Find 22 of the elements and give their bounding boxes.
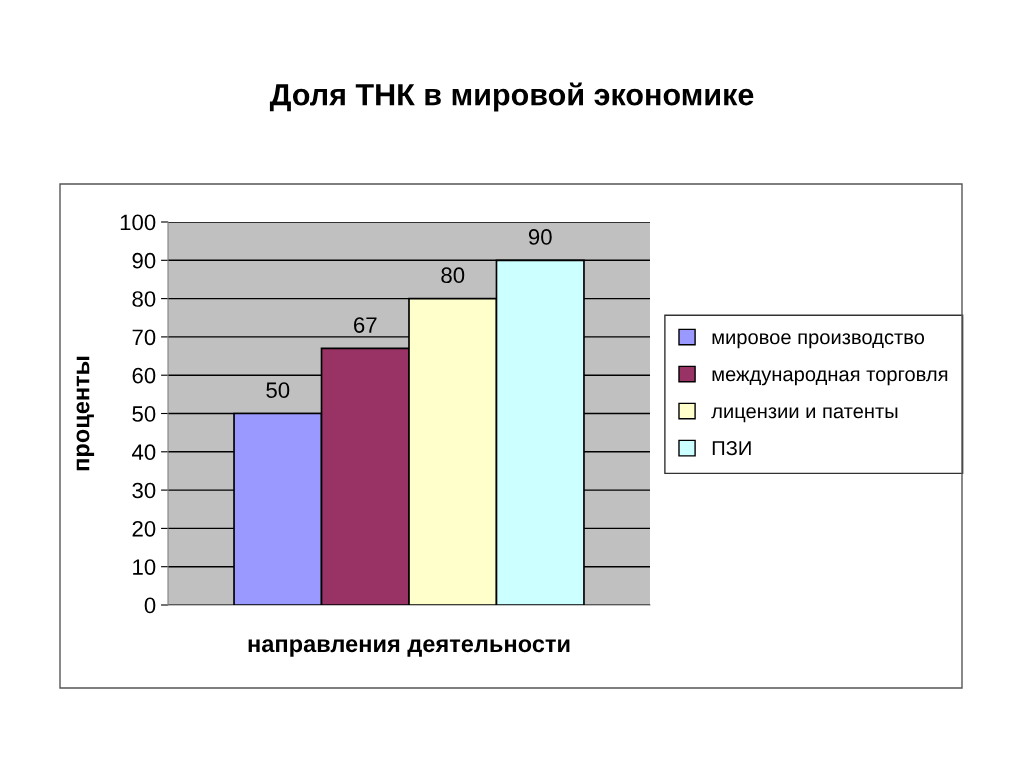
y-tick-label: 50 [132, 406, 156, 422]
x-axis-title: направления деятельности [248, 639, 570, 657]
data-label: 67 [354, 317, 377, 333]
chart-title: Доля ТНК в мировой экономике [269, 82, 754, 112]
y-tick-label: 90 [132, 252, 156, 269]
y-tick-label: 70 [132, 329, 156, 346]
y-tick-label: 30 [132, 482, 156, 499]
legend-label: международная торговля [712, 370, 948, 386]
y-tick-label: 80 [132, 291, 156, 307]
legend-label: лицензии и патенты [711, 407, 898, 423]
y-tick-label: 100 [120, 214, 156, 231]
y-tick-label: 0 [144, 597, 156, 614]
data-label: 80 [441, 267, 465, 284]
y-tick-label: 20 [132, 520, 156, 537]
y-axis-title: проценты [76, 356, 95, 471]
data-label: 50 [266, 382, 290, 398]
data-label: 90 [528, 229, 552, 245]
y-tick-label: 60 [132, 367, 156, 384]
legend-label: ПЗИ [712, 441, 751, 456]
y-tick-label: 40 [131, 444, 156, 461]
legend-label: мировое производство [712, 333, 925, 349]
y-tick-label: 10 [133, 559, 156, 575]
